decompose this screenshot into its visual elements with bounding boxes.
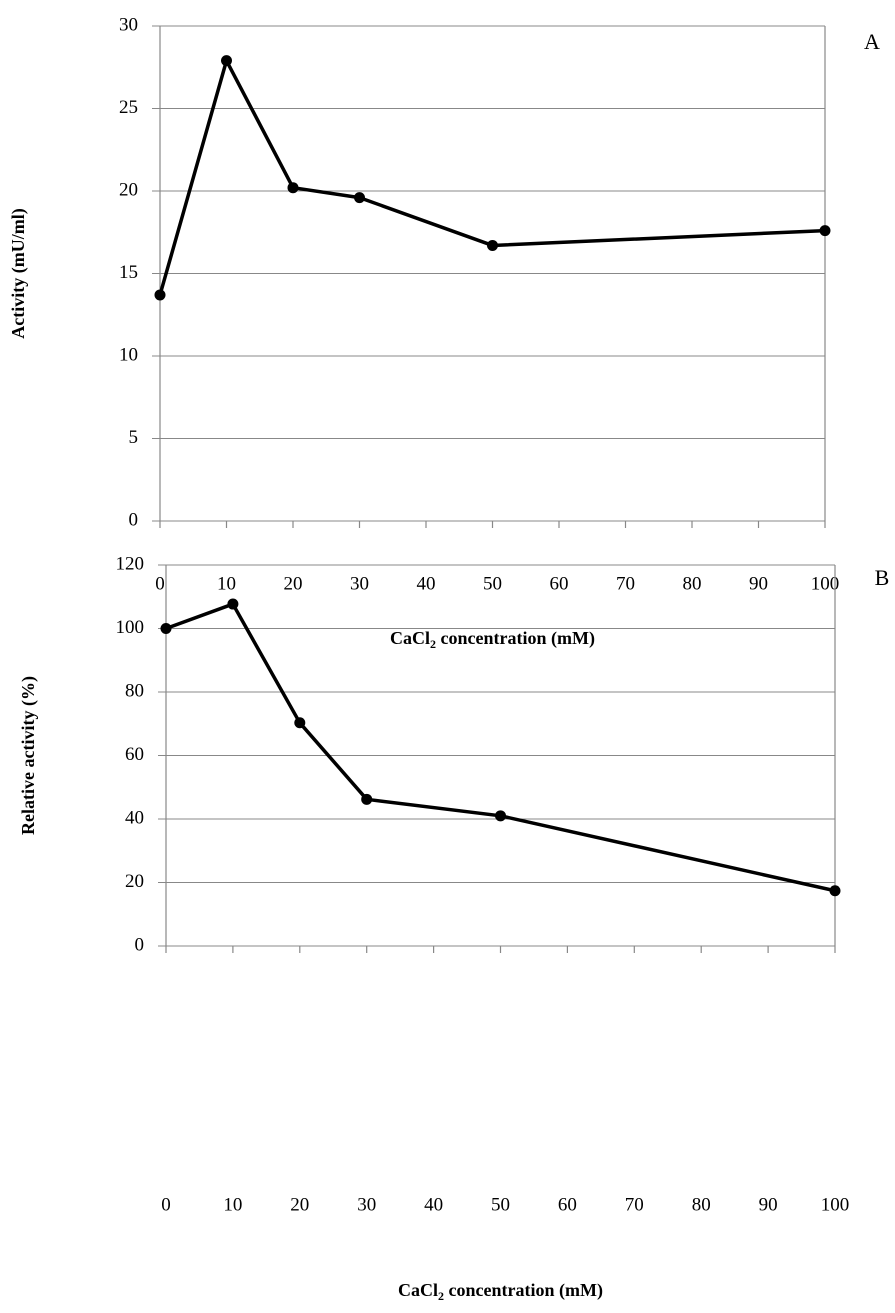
chart: 0 5 10 15 20 25 30 0 10 20 30 40 50 60 70 80 90 100 A Activ…	[8, 14, 880, 650]
data-point	[154, 289, 166, 301]
data-point	[287, 182, 299, 194]
x-axis-title-part: 2	[438, 1289, 444, 1303]
x-tick-label: 10	[223, 1194, 242, 1215]
data-point	[361, 793, 373, 805]
x-axis-title: CaCl2 concentration (mM)	[390, 628, 595, 651]
panel-label: A	[864, 29, 880, 54]
x-tick-label: 70	[625, 1194, 644, 1215]
x-tick-label: 40	[424, 1194, 443, 1215]
x-tick-label: 40	[417, 573, 436, 594]
y-tick-label: 60	[125, 744, 144, 765]
data-point	[487, 239, 498, 251]
x-axis-title-part: 2	[430, 637, 436, 651]
x-tick-label: 10	[217, 573, 236, 594]
x-axis-title-part: concentration (mM)	[444, 1280, 603, 1301]
x-tick-label: 70	[616, 573, 635, 594]
y-tick-label: 80	[125, 680, 144, 701]
x-tick-label: 60	[558, 1194, 577, 1215]
y-tick-label: 25	[119, 97, 138, 118]
data-point	[160, 623, 172, 634]
y-tick-label: 0	[129, 509, 139, 530]
data-point	[227, 598, 239, 610]
x-tick-label: 90	[749, 573, 768, 594]
y-tick-label: 0	[135, 934, 145, 955]
x-tick-label: 30	[350, 573, 369, 594]
panel-label: B	[875, 565, 890, 590]
y-tick-label: 20	[125, 871, 144, 892]
data-point	[354, 192, 365, 204]
x-tick-label: 90	[759, 1194, 778, 1215]
x-tick-label: 100	[811, 573, 840, 594]
y-tick-label: 20	[119, 179, 138, 200]
series-line	[165, 602, 836, 893]
x-tick-label: 0	[155, 573, 165, 594]
series-line	[158, 58, 826, 296]
x-tick-label: 50	[483, 573, 502, 594]
x-axis-title-part: concentration (mM)	[436, 628, 595, 649]
x-tick-label: 20	[290, 1194, 309, 1215]
data-point	[829, 885, 841, 897]
y-tick-label: 5	[129, 427, 139, 448]
data-point	[294, 717, 306, 729]
y-tick-label: 120	[116, 553, 145, 574]
x-axis-title-part: CaCl	[398, 1280, 438, 1300]
data-point	[819, 225, 831, 237]
y-tick-label: 100	[116, 617, 145, 638]
y-tick-label: 30	[119, 14, 138, 35]
y-axis-title: Relative activity (%)	[18, 676, 39, 835]
x-tick-label: 60	[550, 573, 569, 594]
x-axis-title-part: CaCl	[390, 628, 430, 648]
y-tick-label: 40	[125, 807, 144, 828]
y-axis-title: Activity (mU/ml)	[8, 208, 29, 338]
x-tick-label: 50	[491, 1194, 510, 1215]
data-point	[495, 810, 506, 822]
y-tick-label: 15	[119, 262, 138, 283]
x-tick-label: 0	[161, 1194, 171, 1215]
x-tick-label: 80	[692, 1194, 711, 1215]
x-tick-label: 30	[357, 1194, 376, 1215]
x-tick-label: 80	[683, 573, 702, 594]
y-tick-label: 10	[119, 344, 138, 365]
x-tick-label: 100	[821, 1194, 850, 1215]
x-tick-label: 20	[284, 573, 303, 594]
data-point	[221, 55, 232, 67]
x-axis-title: CaCl2 concentration (mM)	[398, 1280, 603, 1303]
